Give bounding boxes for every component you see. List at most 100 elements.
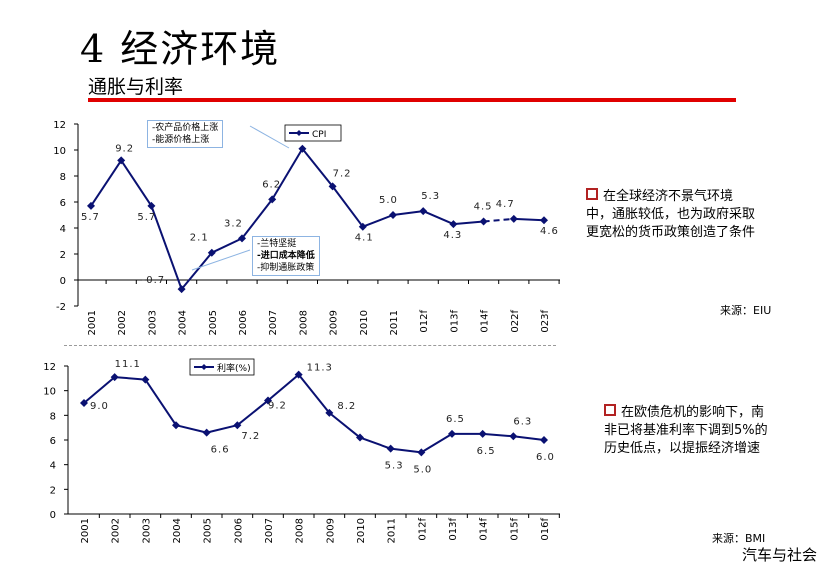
data-point [268,195,277,204]
data-point [202,428,211,437]
data-point [110,373,119,382]
y-tick-label: 10 [53,146,66,157]
series-segment [301,148,334,188]
series-segment [236,399,269,426]
data-label: 7.2 [241,431,260,442]
data-label: 4.5 [474,202,493,213]
data-label: 8.2 [337,401,356,412]
data-label: 6.0 [536,452,555,463]
data-point [419,207,428,216]
data-label: 4.3 [443,230,462,241]
data-label: 2.1 [190,233,209,244]
legend-label: CPI [312,130,326,140]
x-tick-label: 2007 [268,310,279,335]
series-segment [453,220,484,226]
series-segment [114,376,146,381]
series-segment [175,424,207,434]
x-tick-label: 2009 [325,518,336,543]
data-label: -0.7 [142,275,166,286]
data-label: 6.2 [262,179,281,190]
note-top-text: 在全球经济不景气环境中，通胀较低，也为政府采取更宽松的货币政策创造了条件 [586,189,756,240]
x-tick-label: 012f [419,310,430,333]
x-tick-label: 2008 [295,518,306,543]
x-tick-label: 2010 [359,310,370,335]
x-tick-label: 012f [417,518,428,541]
y-tick-label: -2 [56,302,66,313]
y-tick-label: 2 [50,485,56,496]
data-point [509,214,518,223]
data-label: 11.1 [115,359,141,370]
callout-box-rand: -兰特坚挺 -进口成本降低 -抑制通胀政策 [252,236,320,276]
x-tick-label: 013f [449,310,460,333]
series-segment [331,185,364,228]
series-segment [513,217,545,222]
callout-pointer [191,249,251,271]
source-bottom: 来源：BMI [712,532,766,545]
note-top: 在全球经济不景气环境中，通胀较低，也为政府采取更宽松的货币政策创造了条件 [586,188,756,242]
data-point [80,399,88,407]
data-point [207,248,216,257]
series-segment [241,198,273,240]
data-label: 4.7 [496,199,515,210]
data-point [540,216,548,225]
data-point [478,429,487,438]
x-tick-label: 2001 [87,310,98,335]
data-point [356,433,364,442]
series-segment [359,436,392,450]
x-tick-label: 016f [540,518,551,541]
data-label: 6.5 [446,414,465,425]
data-point [325,408,334,417]
callout-line: -进口成本降低 [257,251,315,261]
data-label: 5.3 [421,191,440,202]
callout-pointer [249,125,290,149]
series-segment [180,252,213,290]
note-bottom: 在欧债危机的影响下，南非已将基准利率下调到5%的历史低点，以提振经济增速 [604,404,774,458]
series-segment [297,374,331,414]
x-tick-label: 2004 [178,310,189,335]
y-tick-label: 0 [60,276,66,287]
y-tick-label: 12 [43,362,56,373]
series-segment [206,424,238,434]
data-point [141,375,150,384]
series-segment [483,217,514,223]
chart-separator [64,345,556,346]
data-point [448,429,456,438]
x-tick-label: 2005 [208,310,219,335]
x-tick-label: 2010 [356,518,367,543]
series-segment [420,432,453,454]
x-tick-label: 2008 [298,310,309,335]
data-label: 3.2 [224,218,243,229]
bullet-square-icon [604,404,616,416]
data-point [117,156,126,165]
y-tick-label: 12 [53,120,66,131]
page-title: 4 经济环境 [80,27,281,71]
data-point [233,421,242,430]
data-label: 9.2 [115,143,134,154]
data-point [147,201,156,210]
x-tick-label: 2009 [329,310,340,335]
legend-marker [296,130,302,136]
series-segment [120,159,153,207]
data-label: 7.2 [333,168,352,179]
x-tick-label: 014f [479,518,490,541]
data-point [540,436,548,444]
data-point [238,234,246,243]
series-segment [83,376,116,404]
callout-line: -能源价格上涨 [152,135,210,145]
x-tick-label: 022f [510,310,521,333]
brand-label: 汽车与社会 [741,546,817,564]
x-tick-label: 2003 [141,518,152,543]
data-point [87,201,95,210]
series-segment [482,432,514,438]
data-label: 4.6 [540,226,559,237]
x-tick-label: 2005 [203,518,214,543]
x-tick-label: 015f [509,518,520,541]
data-point [479,217,488,226]
data-point [386,444,395,453]
series-segment [328,412,361,439]
x-tick-label: 013f [448,518,459,541]
callout-line: -兰特坚挺 [257,239,297,249]
y-tick-label: 8 [60,172,66,183]
source-top: 来源：EIU [720,304,772,317]
